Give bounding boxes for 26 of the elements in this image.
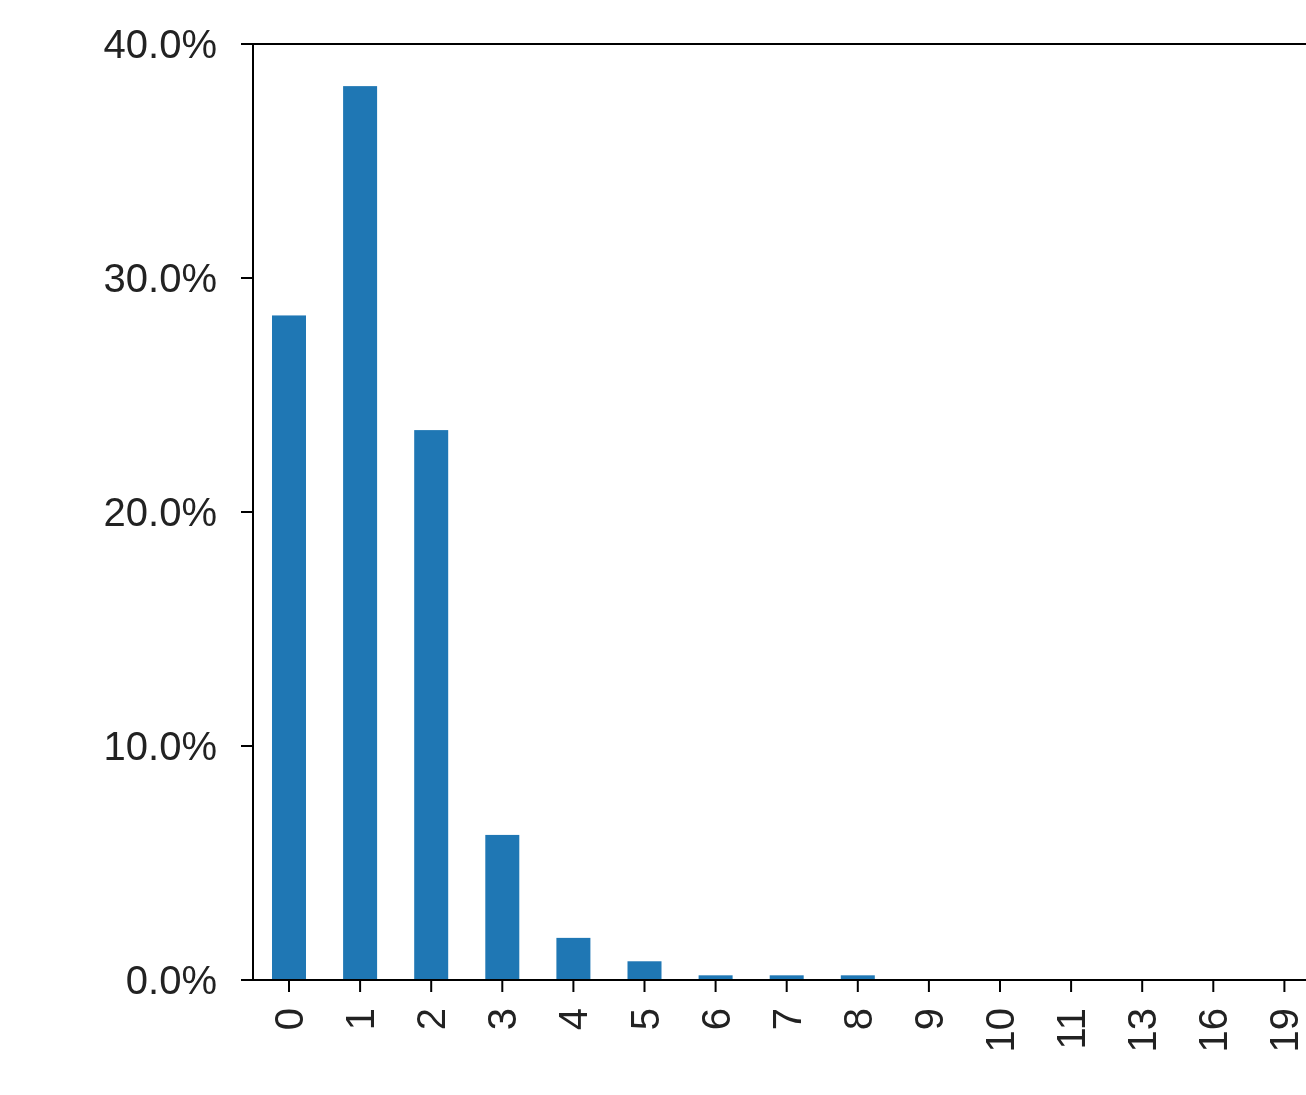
x-tick-label: 5 xyxy=(622,1008,667,1031)
x-tick-label: 9 xyxy=(906,1008,951,1031)
y-tick-label: 20.0% xyxy=(103,490,217,534)
x-tick-label: 3 xyxy=(480,1008,525,1031)
x-tick-label: 16 xyxy=(1191,1008,1236,1053)
x-tick-label: 8 xyxy=(835,1008,880,1031)
x-tick-label: 2 xyxy=(409,1008,454,1031)
bar xyxy=(485,834,520,980)
y-tick-label: 10.0% xyxy=(103,724,217,768)
bar xyxy=(556,937,591,980)
bar xyxy=(343,86,378,980)
x-tick-label: 1 xyxy=(338,1008,383,1031)
x-tick-label: 0 xyxy=(267,1008,311,1031)
x-tick-label: 11 xyxy=(1049,1008,1094,1050)
y-tick-label: 30.0% xyxy=(103,256,217,300)
x-tick-label: 10 xyxy=(978,1008,1022,1053)
bar xyxy=(272,315,306,980)
y-tick-label: 40.0% xyxy=(103,22,217,66)
x-tick-label: 19 xyxy=(1262,1008,1306,1053)
x-tick-label: 7 xyxy=(764,1008,809,1031)
bar xyxy=(414,430,449,980)
bar xyxy=(627,961,662,980)
x-tick-label: 4 xyxy=(551,1008,596,1031)
x-tick-label: 13 xyxy=(1120,1008,1165,1053)
y-tick-label: 0.0% xyxy=(125,958,217,1002)
x-tick-label: 6 xyxy=(693,1008,738,1031)
